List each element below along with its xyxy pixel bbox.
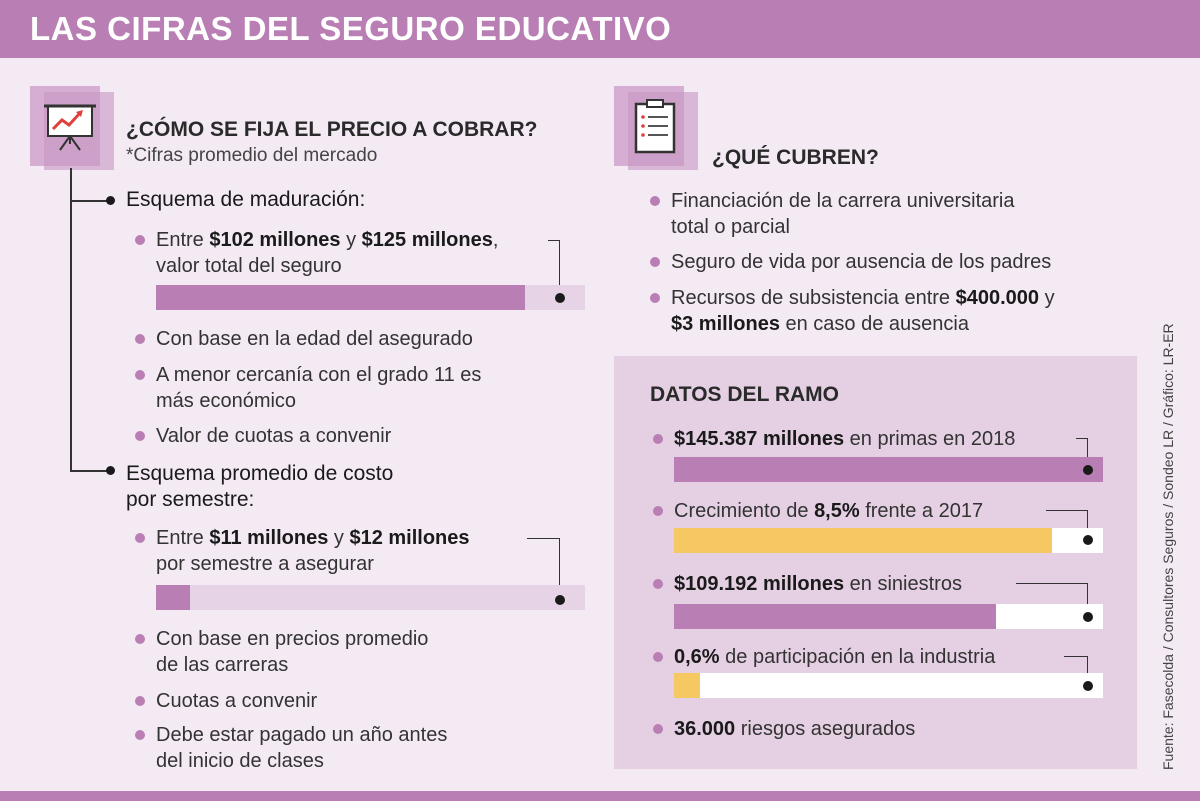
data-bar: [674, 528, 1103, 553]
list-item: Debe estar pagado un año antes del inicio…: [134, 724, 448, 772]
list-item: Valor de cuotas a convenir: [134, 425, 392, 447]
connector-line: [1046, 510, 1088, 540]
list-item: Entre $11 millones y $12 millones por se…: [135, 527, 470, 575]
connector-dot: [1083, 465, 1093, 475]
list-item: 36.000 riesgos asegurados: [652, 718, 916, 740]
header-bar: LAS CIFRAS DEL SEGURO EDUCATIVO: [0, 0, 1200, 58]
left-section-title: ¿CÓMO SE FIJA EL PRECIO A COBRAR?: [126, 118, 538, 141]
right-section-title: ¿QUÉ CUBREN?: [712, 146, 879, 169]
range-bar-fill: [156, 285, 525, 310]
datos-panel: [614, 356, 1137, 769]
clipboard-icon: [614, 86, 698, 170]
left-section-subtitle: *Cifras promedio del mercado: [126, 145, 378, 166]
source-credit: Fuente: Fasecolda / Consultores Seguros …: [1160, 323, 1176, 770]
tree-node: [106, 466, 115, 475]
list-item: Financiación de la carrera universitaria…: [650, 190, 1015, 238]
range-bar-total: [156, 285, 585, 310]
data-bar-fill: [674, 604, 996, 629]
list-item: Con base en precios promedio de las carre…: [134, 628, 429, 676]
list-item: Entre $102 millones y $125 millones, val…: [134, 229, 499, 277]
tree-node: [106, 196, 115, 205]
data-bar-fill: [674, 457, 1103, 482]
connector-dot: [1083, 681, 1093, 691]
connector-line: [527, 538, 560, 596]
data-bar: [674, 673, 1103, 698]
range-bar-fill: [156, 585, 191, 610]
data-bar: [674, 457, 1103, 482]
connector-dot: [555, 293, 565, 303]
page-title: LAS CIFRAS DEL SEGURO EDUCATIVO: [30, 10, 672, 47]
connector-line: [1064, 656, 1088, 686]
list-item: Recursos de subsistencia entre $400.000 …: [650, 287, 1055, 335]
connector-dot: [1083, 535, 1093, 545]
list-item: Seguro de vida por ausencia de los padre…: [649, 251, 1052, 273]
chart-presentation-icon: [30, 86, 114, 170]
list-item: 0,6% de participación en la industria: [652, 646, 996, 668]
connector-line: [1016, 583, 1088, 617]
tree-branch: [70, 200, 112, 202]
list-item: $109.192 millones en siniestros: [653, 573, 962, 595]
footer-bar: [0, 791, 1200, 801]
connector-line: [1076, 438, 1088, 470]
connector-line: [548, 240, 560, 296]
connector-dot: [1083, 612, 1093, 622]
list-item: Cuotas a convenir: [134, 690, 318, 712]
tree-line: [70, 168, 72, 470]
list-item: Crecimiento de 8,5% frente a 2017: [652, 500, 984, 522]
scheme1-title: Esquema de maduración:: [126, 188, 366, 211]
list-item: A menor cercanía con el grado 11 es más e…: [134, 364, 482, 412]
data-bar: [674, 604, 1103, 629]
datos-title: DATOS DEL RAMO: [650, 383, 840, 406]
range-bar-semester: [156, 585, 585, 610]
list-item: $145.387 millones en primas en 2018: [652, 428, 1016, 450]
data-bar-fill: [674, 673, 700, 698]
data-bar-fill: [674, 528, 1052, 553]
connector-dot: [555, 595, 565, 605]
scheme2-title: Esquema promedio de costo por semestre:: [126, 462, 394, 511]
tree-branch: [70, 470, 112, 472]
list-item: Con base en la edad del asegurado: [135, 328, 473, 350]
